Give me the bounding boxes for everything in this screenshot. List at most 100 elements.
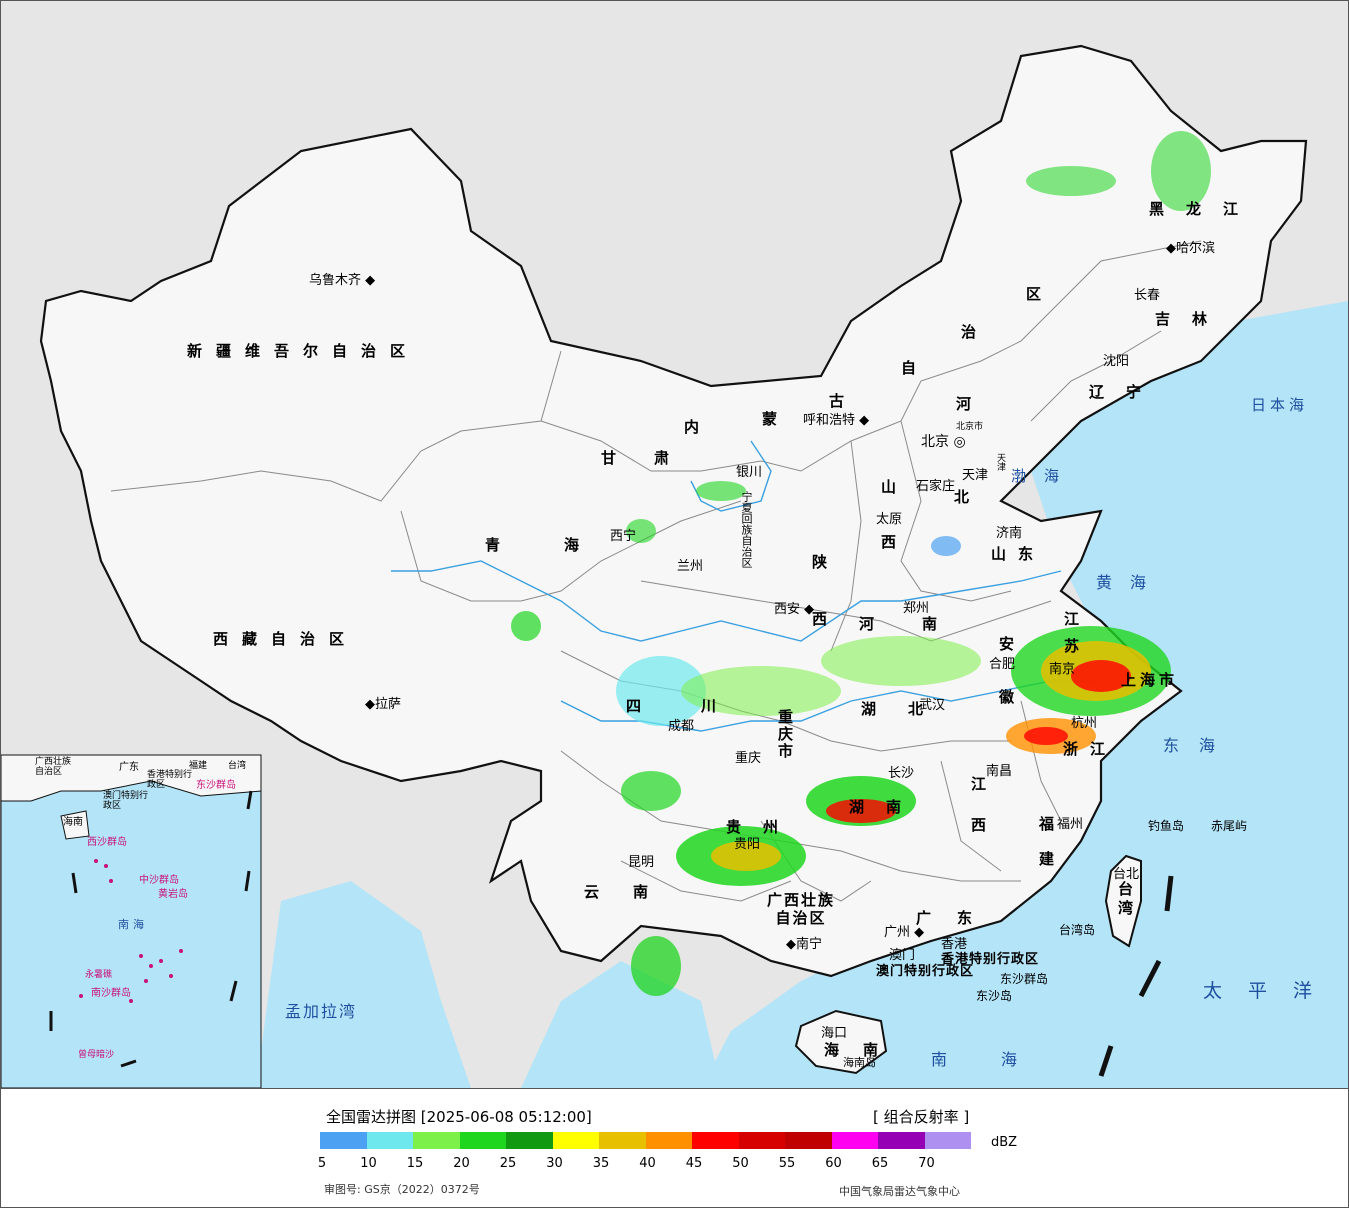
province-label: 北 — [954, 488, 984, 506]
island-label: 台湾岛 — [1059, 923, 1096, 937]
color-bin — [692, 1132, 739, 1149]
color-bin — [599, 1132, 646, 1149]
city-label: 天津 — [962, 468, 989, 483]
province-label: 河南 — [859, 615, 986, 633]
inset-sea-label: 南海 — [118, 918, 148, 931]
province-label: 山西 — [879, 479, 897, 589]
province-label: 重庆市 — [776, 709, 794, 760]
province-label: 甘肃 — [601, 449, 708, 467]
taiwan-island — [1104, 854, 1142, 948]
hainan-island — [794, 1009, 888, 1075]
city-label: 杭州 — [1071, 716, 1098, 731]
radar-echoes — [511, 131, 1211, 996]
scale-tick-label: 70 — [918, 1156, 935, 1171]
province-label: 青海 — [485, 536, 644, 554]
city-label: 西宁 — [610, 529, 637, 544]
scale-tick-label: 20 — [453, 1156, 470, 1171]
sar-label: 香港特别行政区 — [941, 952, 1040, 967]
sea-label: 太平洋 — [1203, 980, 1339, 1002]
city-label: ◆拉萨 — [365, 697, 402, 712]
province-label: 湖北 — [861, 700, 956, 718]
source-credit: 中国气象局雷达气象中心 — [839, 1185, 960, 1198]
province-label: 浙江 — [1063, 740, 1118, 758]
color-bin — [785, 1132, 832, 1149]
map-title: 全国雷达拼图 [2025-06-08 05:12:00] — [326, 1108, 592, 1126]
city-label: 合肥 — [989, 657, 1016, 672]
island-label: 海南岛 — [843, 1056, 876, 1069]
inset-label: 广东 — [119, 762, 139, 773]
city-label: 南京 — [1049, 662, 1076, 677]
city-label: 长春 — [1134, 288, 1161, 303]
city-label: 西安 ◆ — [774, 602, 815, 617]
island-label: 东沙岛 — [976, 989, 1013, 1003]
province-label-char: 古 — [829, 392, 845, 410]
province-label: 黑龙江 — [1149, 200, 1261, 218]
inset-label: 东沙群岛 — [196, 780, 236, 791]
inset-label: 曾母暗沙 — [78, 1050, 115, 1060]
sea-label: 日本海 — [1251, 396, 1309, 414]
province-label: 辽宁 — [1089, 383, 1164, 401]
city-label: 沈阳 — [1103, 354, 1130, 369]
province-label: 湖南 — [849, 798, 924, 816]
sea-label: 渤海 — [1011, 467, 1078, 485]
scale-tick-label: 45 — [685, 1156, 703, 1171]
city-label: 武汉 — [919, 698, 946, 713]
inset-label: 台湾 — [228, 761, 247, 771]
province-label: 广东 — [916, 909, 999, 927]
color-bin — [366, 1132, 413, 1149]
color-bin — [738, 1132, 785, 1149]
scale-tick-label: 50 — [732, 1156, 749, 1171]
city-label: 银川 — [736, 465, 763, 480]
scale-tick-label: 35 — [592, 1156, 610, 1171]
sea-area — [521, 961, 721, 1088]
city-label: 福州 — [1057, 817, 1084, 832]
province-label: 江苏 — [1062, 611, 1080, 665]
scale-tick-label: 60 — [825, 1156, 842, 1171]
province-label: 吉林 — [1155, 310, 1230, 328]
city-label: ◆南宁 — [786, 937, 823, 952]
province-label: 治 — [961, 323, 991, 341]
small-label: 北京市 — [956, 422, 984, 432]
approval-number: 审图号: GS京（2022）0372号 — [324, 1183, 480, 1196]
province-label: 云南 — [584, 883, 683, 901]
south-china-sea-inset — [1, 754, 262, 1088]
sea-label: 东海 — [1163, 736, 1236, 755]
city-label: 广州 ◆ — [884, 925, 925, 940]
city-label: 乌鲁木齐 ◆ — [309, 273, 376, 288]
scale-tick-label: 55 — [778, 1156, 796, 1171]
inset-label: 西沙群岛 — [87, 837, 127, 848]
province-label: 海南 — [824, 1041, 903, 1059]
nine-dash-line — [1098, 875, 1174, 1077]
province-label: 四川 — [626, 697, 777, 715]
province-label: 新疆维吾尔自治区 — [187, 342, 420, 360]
scale-tick-label: 65 — [871, 1156, 889, 1171]
province-label: 自 — [901, 359, 931, 377]
color-bin — [320, 1132, 367, 1149]
city-label: 长沙 — [888, 766, 915, 781]
scale-tick-label: 30 — [546, 1156, 563, 1171]
color-bin — [831, 1132, 878, 1149]
color-bin — [506, 1132, 553, 1149]
province-label: 山东 — [991, 545, 1046, 563]
city-label: 昆明 — [628, 855, 655, 870]
city-label: ◆哈尔滨 — [1166, 241, 1216, 256]
city-label: 兰州 — [677, 559, 704, 574]
color-bin — [924, 1132, 971, 1149]
inset-label: 永暑礁 — [85, 970, 113, 980]
sea-label: 南海 — [931, 1050, 1072, 1069]
sar-label: 澳门特别行政区 — [876, 964, 975, 979]
inset-label: 福建 — [189, 761, 208, 771]
sea-area — [701, 301, 1348, 1088]
province-label: 宁夏回族自治区 — [740, 491, 753, 568]
city-label: 台北 — [1113, 867, 1140, 882]
sea-label: 孟加拉湾 — [285, 1002, 358, 1021]
color-bin — [878, 1132, 925, 1149]
inset-label: 中沙群岛 — [139, 875, 179, 886]
color-bin — [552, 1132, 599, 1149]
island-label: 东沙群岛 — [1000, 972, 1049, 986]
scale-unit: dBZ — [991, 1135, 1018, 1150]
province-label: 安徽 — [997, 636, 1015, 742]
inset-label: 黄岩岛 — [158, 889, 188, 900]
city-label: 贵阳 — [734, 837, 761, 852]
city-label: 济南 — [996, 526, 1023, 541]
